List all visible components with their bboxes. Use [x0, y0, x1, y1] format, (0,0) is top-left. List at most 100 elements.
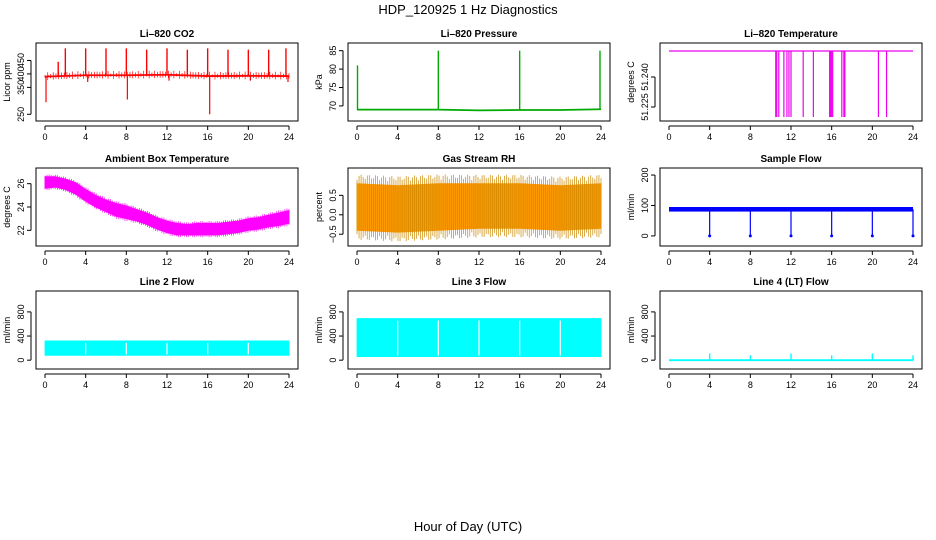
panel-line2_flow: Line 2 Flow ml/min 0 4 8 12 16 20 24 0 400 800 [2, 277, 299, 390]
pressure-y-tick-label: 85 [328, 46, 338, 56]
rh-x-tick-label: 4 [395, 257, 400, 267]
line2_flow-title: Line 2 Flow [140, 277, 195, 288]
rh-x-tick-label: 12 [474, 257, 484, 267]
ambient_temp-x-tick-label: 24 [284, 257, 294, 267]
rh-frame [347, 167, 611, 247]
ambient_temp-y-tick-label: 24 [16, 202, 26, 212]
pressure-y-tick-label: 80 [328, 64, 338, 74]
sample_flow-y-tick-label: 0 [640, 233, 650, 238]
rh-series [356, 174, 602, 242]
licor_temp-x-tick-label: 16 [827, 132, 837, 142]
panel-sample_flow: Sample Flow ml/min 0 4 8 12 16 20 24 0 100 200 [626, 154, 923, 267]
line3_flow-title: Line 3 Flow [452, 277, 507, 288]
ambient_temp-series [44, 174, 290, 238]
line2_flow-x-tick-label: 12 [162, 380, 172, 390]
co2-title: Li–820 CO2 [140, 29, 195, 40]
sample_flow-y-tick-label: 200 [640, 168, 650, 183]
pressure-line [357, 108, 602, 112]
co2-y-tick-label: 350 [16, 80, 26, 95]
panel-pressure: Li–820 Pressure kPa 0 4 8 12 16 20 24 70 75 80 85 [314, 29, 611, 142]
co2-x-tick-label: 12 [162, 132, 172, 142]
ambient_temp-y-tick-label: 26 [16, 179, 26, 189]
ambient_temp-title: Ambient Box Temperature [105, 154, 230, 165]
sample_flow-drop-point [789, 234, 793, 238]
co2-x-tick-label: 4 [83, 132, 88, 142]
sample_flow-drop-point [830, 234, 834, 238]
pressure-x-tick-label: 0 [354, 132, 359, 142]
line4_flow-ylabel: ml/min [626, 317, 636, 344]
line2_flow-y-tick-label: 0 [16, 358, 26, 363]
line3_flow-y-tick-label: 0 [328, 358, 338, 363]
ambient_temp-x-tick-label: 20 [243, 257, 253, 267]
licor_temp-x-tick-label: 24 [908, 132, 918, 142]
pressure-y-tick-label: 70 [328, 101, 338, 111]
ambient_temp-x-tick-label: 4 [83, 257, 88, 267]
rh-y-tick-label: 0.0 [328, 209, 338, 222]
panel-licor_temp: Li–820 Temperature degrees C 0 4 8 12 16 20 24 51… [626, 29, 923, 142]
sample_flow-drop-point [708, 234, 712, 238]
line4_flow-x-tick-label: 24 [908, 380, 918, 390]
co2-y-tick-label: 400 [16, 66, 26, 81]
line2_flow-x-tick-label: 16 [203, 380, 213, 390]
rh-x-tick-label: 16 [515, 257, 525, 267]
co2-x-tick-label: 0 [42, 132, 47, 142]
licor_temp-x-tick-label: 20 [867, 132, 877, 142]
line3_flow-frame [347, 290, 611, 370]
line3_flow-x-tick-label: 8 [436, 380, 441, 390]
sample_flow-drop-point [748, 234, 752, 238]
line3_flow-series [356, 318, 602, 357]
line4_flow-series [669, 353, 914, 362]
line3_flow-x-tick-label: 12 [474, 380, 484, 390]
sample_flow-x-tick-label: 20 [867, 257, 877, 267]
licor_temp-y-tick-label: 51.225 [640, 93, 650, 121]
line3_flow-x-tick-label: 4 [395, 380, 400, 390]
sample_flow-drop-point [870, 234, 874, 238]
co2-y-tick-label: 450 [16, 53, 26, 68]
panel-line3_flow: Line 3 Flow ml/min 0 4 8 12 16 20 24 0 400 800 [314, 277, 611, 390]
line4_flow-y-tick-label: 0 [640, 358, 650, 363]
sample_flow-drop-point [911, 234, 915, 238]
pressure-x-tick-label: 16 [515, 132, 525, 142]
line4_flow-y-tick-label: 800 [640, 304, 650, 319]
rh-title: Gas Stream RH [443, 154, 516, 165]
pressure-y-tick-label: 75 [328, 83, 338, 93]
line4_flow-frame [659, 290, 923, 370]
licor_temp-x-tick-label: 12 [786, 132, 796, 142]
sample_flow-ylabel: ml/min [626, 194, 636, 221]
line2_flow-frame [35, 290, 299, 370]
rh-y-tick-label: −0.5 [328, 225, 338, 243]
pressure-x-tick-label: 4 [395, 132, 400, 142]
licor_temp-x-tick-label: 8 [748, 132, 753, 142]
panel-line4_flow: Line 4 (LT) Flow ml/min 0 4 8 12 16 20 24 0 400 800 [626, 277, 923, 390]
line3_flow-y-tick-label: 400 [328, 329, 338, 344]
line2_flow-x-tick-label: 0 [42, 380, 47, 390]
pressure-x-tick-label: 8 [436, 132, 441, 142]
sample_flow-x-tick-label: 16 [827, 257, 837, 267]
line3_flow-x-tick-label: 24 [596, 380, 606, 390]
rh-x-tick-label: 0 [354, 257, 359, 267]
licor_temp-y-tick-label: 51.240 [640, 63, 650, 91]
line2_flow-x-tick-label: 20 [243, 380, 253, 390]
co2-x-tick-label: 24 [284, 132, 294, 142]
co2-series [44, 48, 290, 115]
line3_flow-x-tick-label: 16 [515, 380, 525, 390]
licor_temp-series [669, 50, 913, 117]
line2_flow-x-tick-label: 24 [284, 380, 294, 390]
line2_flow-y-tick-label: 400 [16, 329, 26, 344]
panel-rh: Gas Stream RH percent 0 4 8 12 16 20 24 −0.5 0.0 0.… [314, 154, 611, 267]
line2_flow-series [44, 340, 290, 356]
sample_flow-x-tick-label: 12 [786, 257, 796, 267]
co2-x-tick-label: 20 [243, 132, 253, 142]
ambient_temp-ylabel: degrees C [2, 186, 12, 228]
ambient_temp-x-tick-label: 8 [124, 257, 129, 267]
sample_flow-y-tick-label: 100 [640, 198, 650, 213]
sample_flow-series [669, 207, 915, 238]
line3_flow-x-tick-label: 0 [354, 380, 359, 390]
ambient_temp-y-tick-label: 22 [16, 225, 26, 235]
line4_flow-x-tick-label: 20 [867, 380, 877, 390]
rh-x-tick-label: 8 [436, 257, 441, 267]
sample_flow-title: Sample Flow [760, 154, 821, 165]
line3_flow-y-tick-label: 800 [328, 304, 338, 319]
line4_flow-x-tick-label: 0 [666, 380, 671, 390]
